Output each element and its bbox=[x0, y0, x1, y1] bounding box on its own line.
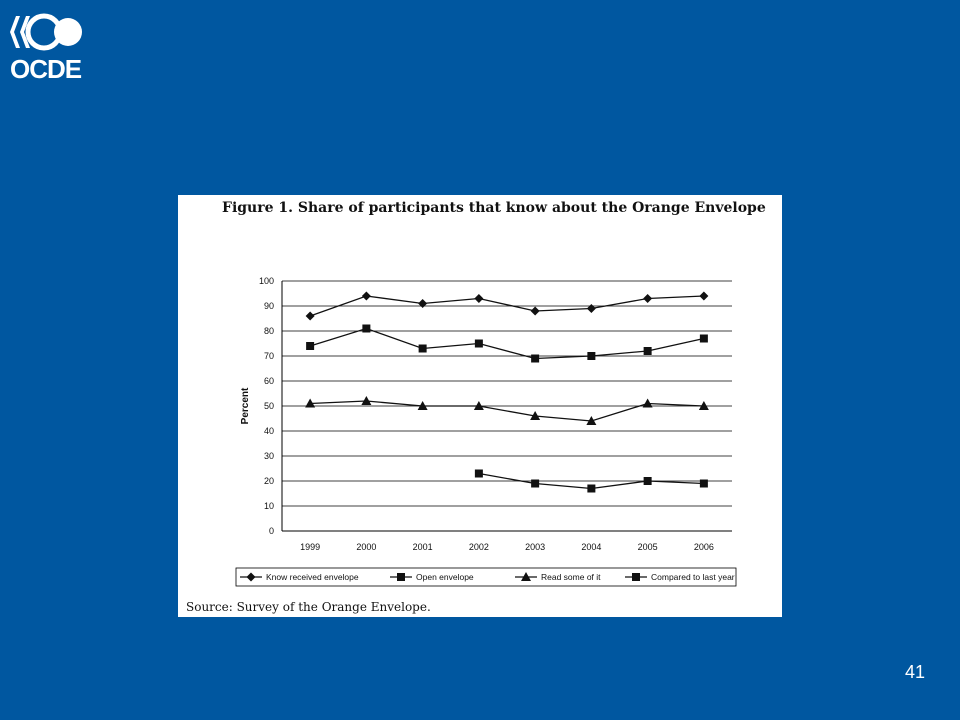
logo-text: OCDE bbox=[10, 54, 82, 84]
legend-label: Read some of it bbox=[541, 572, 601, 582]
data-point bbox=[643, 294, 653, 303]
y-tick-label: 30 bbox=[264, 451, 274, 461]
data-point bbox=[530, 411, 541, 420]
data-point bbox=[305, 398, 316, 408]
data-point bbox=[530, 306, 540, 316]
y-tick-label: 20 bbox=[264, 476, 274, 486]
y-tick-label: 90 bbox=[264, 301, 274, 311]
y-tick-label: 60 bbox=[264, 376, 274, 386]
series-line-1 bbox=[309, 295, 704, 317]
data-point bbox=[305, 311, 315, 321]
series-line-2 bbox=[309, 327, 705, 360]
data-point bbox=[531, 479, 540, 488]
data-point bbox=[361, 291, 371, 301]
figure-title: Figure 1. Share of participants that kno… bbox=[222, 200, 766, 216]
y-tick-label: 70 bbox=[264, 351, 274, 361]
data-point bbox=[586, 304, 596, 313]
x-tick-label: 1999 bbox=[300, 542, 320, 552]
figure-source: Source: Survey of the Orange Envelope. bbox=[186, 600, 431, 614]
data-point bbox=[699, 291, 709, 301]
data-point bbox=[699, 479, 708, 488]
data-point bbox=[531, 354, 540, 363]
data-point bbox=[361, 396, 372, 405]
data-point bbox=[474, 294, 484, 303]
y-tick-label: 80 bbox=[264, 326, 274, 336]
data-point bbox=[643, 477, 652, 485]
legend-marker bbox=[632, 573, 640, 581]
x-tick-label: 2000 bbox=[356, 542, 376, 552]
x-tick-label: 2001 bbox=[413, 542, 433, 552]
figure-panel: Figure 1. Share of participants that kno… bbox=[178, 195, 782, 617]
x-tick-label: 2006 bbox=[694, 542, 714, 552]
legend-box bbox=[235, 567, 737, 587]
series-line-3 bbox=[310, 400, 704, 422]
y-tick-label: 50 bbox=[264, 401, 274, 411]
x-tick-label: 2003 bbox=[525, 542, 545, 552]
data-point bbox=[306, 342, 315, 350]
y-tick-label: 0 bbox=[269, 526, 274, 536]
x-tick-label: 2005 bbox=[638, 542, 658, 552]
y-tick-label: 40 bbox=[264, 426, 274, 436]
oecd-logo: OCDE bbox=[10, 12, 82, 84]
legend-marker bbox=[521, 572, 531, 581]
legend-label: Know received envelope bbox=[266, 572, 359, 582]
y-tick-label: 100 bbox=[259, 276, 274, 286]
legend-label: Compared to last year bbox=[651, 572, 735, 582]
data-point bbox=[417, 401, 428, 410]
page-number: 41 bbox=[905, 662, 926, 682]
legend-marker bbox=[246, 572, 256, 582]
data-point bbox=[474, 469, 483, 478]
data-point bbox=[362, 324, 371, 333]
data-point bbox=[586, 416, 597, 425]
data-point bbox=[643, 347, 652, 355]
data-point bbox=[642, 398, 653, 408]
line-chart: 0 10 20 30 40 50 60 70 80 90 100 1999 2000 2001 2002 20… bbox=[235, 276, 737, 587]
data-point bbox=[418, 299, 428, 308]
data-point bbox=[474, 339, 483, 348]
data-point bbox=[418, 344, 427, 353]
data-point bbox=[473, 401, 484, 410]
y-axis-label: Percent bbox=[240, 387, 251, 424]
x-tick-label: 2002 bbox=[469, 542, 489, 552]
x-tick-label: 2004 bbox=[581, 542, 601, 552]
data-point bbox=[587, 484, 596, 493]
data-point bbox=[587, 352, 596, 360]
data-point bbox=[698, 401, 709, 410]
data-point bbox=[699, 334, 708, 343]
y-tick-label: 10 bbox=[264, 501, 274, 511]
legend-label: Open envelope bbox=[416, 572, 474, 582]
legend-marker bbox=[397, 573, 405, 581]
